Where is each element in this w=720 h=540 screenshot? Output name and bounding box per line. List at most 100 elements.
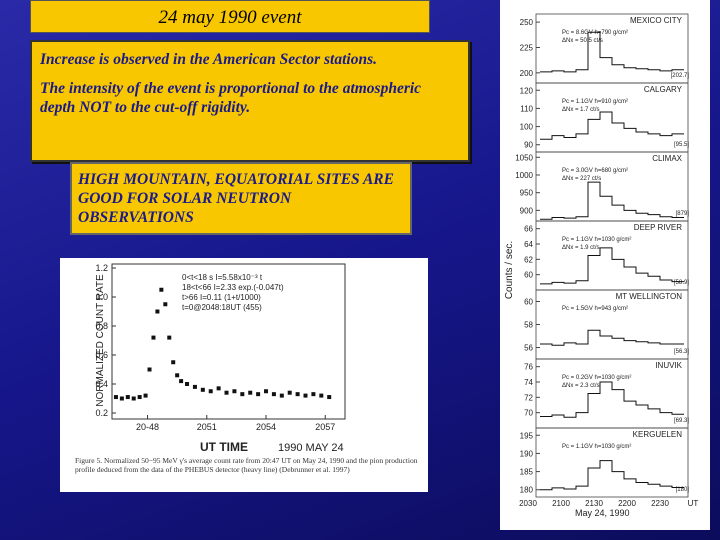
data-point	[137, 395, 142, 400]
y-tick-label: 950	[520, 189, 534, 198]
count-rate	[540, 460, 684, 491]
station-name: INUVIK	[655, 361, 682, 370]
station-info: ΔNx = 1.9 ct/s	[562, 245, 600, 251]
data-point	[287, 390, 292, 395]
y-tick-label: 0.6	[95, 350, 108, 360]
station-name: CLIMAX	[652, 154, 682, 163]
data-point	[171, 360, 176, 365]
data-point	[279, 393, 284, 398]
y-tick-label: 0.4	[95, 379, 108, 389]
data-point	[303, 393, 308, 398]
data-point	[240, 392, 245, 397]
y-tick-label: 76	[524, 363, 533, 372]
slide-title: 24 may 1990 event	[30, 0, 430, 33]
data-point	[185, 382, 190, 386]
y-tick-label: 100	[520, 123, 534, 132]
data-point	[208, 389, 213, 394]
base-rate: [56.3]	[674, 349, 689, 355]
data-point	[163, 302, 168, 307]
x-axis-label: UT TIME	[200, 440, 248, 454]
base-rate: [95.5]	[674, 142, 689, 148]
x-tick-label: 2130	[585, 499, 603, 508]
base-rate: [69.3]	[674, 418, 689, 424]
y-tick-label: 225	[520, 43, 534, 52]
y-tick-label: 1050	[515, 153, 533, 162]
station-info: Pc = 1.5GV h=943 g/cm²	[562, 306, 628, 312]
data-point	[271, 392, 276, 397]
x-tick-label: 2051	[197, 422, 217, 432]
y-tick-label: 64	[524, 240, 533, 249]
data-point	[179, 379, 184, 384]
y-tick-label: 0.2	[95, 408, 108, 418]
x-tick-label: 2230	[651, 499, 669, 508]
data-point	[131, 396, 136, 401]
data-point	[248, 390, 253, 395]
y-tick-label: 185	[520, 468, 534, 477]
paragraph: Increase is observed in the American Sec…	[40, 51, 377, 68]
y-tick-label: 1.0	[95, 292, 108, 302]
data-point	[264, 389, 269, 394]
y-tick-label: 120	[520, 86, 534, 95]
data-point	[155, 309, 160, 314]
x-tick-label: 2057	[315, 422, 335, 432]
data-point	[113, 395, 118, 400]
data-point	[147, 367, 152, 372]
x-tick-label: 2030	[519, 499, 537, 508]
panel-frame	[535, 427, 689, 498]
y-tick-label: 60	[524, 271, 533, 280]
y-tick-label: 72	[524, 393, 533, 402]
count-rate	[540, 181, 684, 220]
figure-right-bg	[500, 0, 710, 530]
data-point	[143, 393, 148, 398]
y-axis-label: Counts / sec.	[504, 241, 515, 299]
y-tick-label: 56	[524, 344, 533, 353]
count-rate	[540, 381, 684, 418]
caption: Figure 5. Normalized 50−95 MeV γ's avera…	[75, 456, 418, 474]
data-point	[192, 384, 197, 389]
y-tick-label: 900	[520, 206, 534, 215]
note: 18<t<66 I=2.33 exp.(-0.047t)	[182, 283, 284, 292]
base-rate: [202.7]	[671, 73, 690, 79]
count-rate	[540, 31, 684, 73]
y-axis-label: NORMALIZED COUNT RATE	[95, 274, 106, 407]
caption-box: Figure 5. Normalized 50−95 MeV γ's avera…	[75, 456, 418, 474]
x-tick-label: 2200	[618, 499, 636, 508]
base-rate: [180]	[676, 487, 690, 493]
station-name: MT WELLINGTON	[616, 292, 683, 301]
x-axis-label: May 24, 1990	[575, 508, 630, 518]
station-info: ΔNx = 1.7 ct/s	[562, 107, 600, 113]
count-rate	[540, 111, 684, 140]
data-point	[311, 392, 316, 397]
station-name: CALGARY	[644, 85, 683, 94]
x-tick-label: 2100	[552, 499, 570, 508]
data-point	[159, 287, 164, 292]
data-point	[175, 373, 180, 378]
count-rate	[540, 247, 684, 285]
y-tick-label: 195	[520, 431, 534, 440]
station-info: Pc = 8.6GV h=790 g/cm²	[562, 30, 628, 36]
station-name: KERGUELEN	[633, 430, 683, 439]
figure-left-bg	[60, 258, 428, 492]
y-tick-label: 1.2	[95, 263, 108, 273]
station-info: Pc = 3.0GV h=680 g/cm²	[562, 168, 628, 174]
data-point	[119, 396, 124, 401]
y-tick-label: 74	[524, 378, 533, 387]
note: 0<t<18 s I=5.58x10⁻³ t	[182, 273, 263, 282]
note: t>66 I=0.11 (1+t/1000)	[182, 293, 261, 302]
data-point	[151, 335, 156, 340]
y-tick-label: 190	[520, 449, 534, 458]
y-tick-label: 180	[520, 486, 534, 495]
station-info: Pc = 1.1GV h=1030 g/cm²	[562, 444, 631, 450]
data-point	[319, 393, 324, 398]
station-info: ΔNx = 50.5 ct/s	[562, 38, 603, 44]
x-tick-label: 2054	[256, 422, 276, 432]
station-name: MEXICO CITY	[630, 16, 683, 25]
y-tick-label: 58	[524, 321, 533, 330]
y-tick-label: 90	[524, 141, 533, 150]
y-tick-label: 0.8	[95, 321, 108, 331]
y-tick-label: 1000	[515, 171, 533, 180]
data-point	[200, 387, 205, 392]
data-point	[256, 392, 261, 397]
y-tick-label: 62	[524, 255, 533, 264]
